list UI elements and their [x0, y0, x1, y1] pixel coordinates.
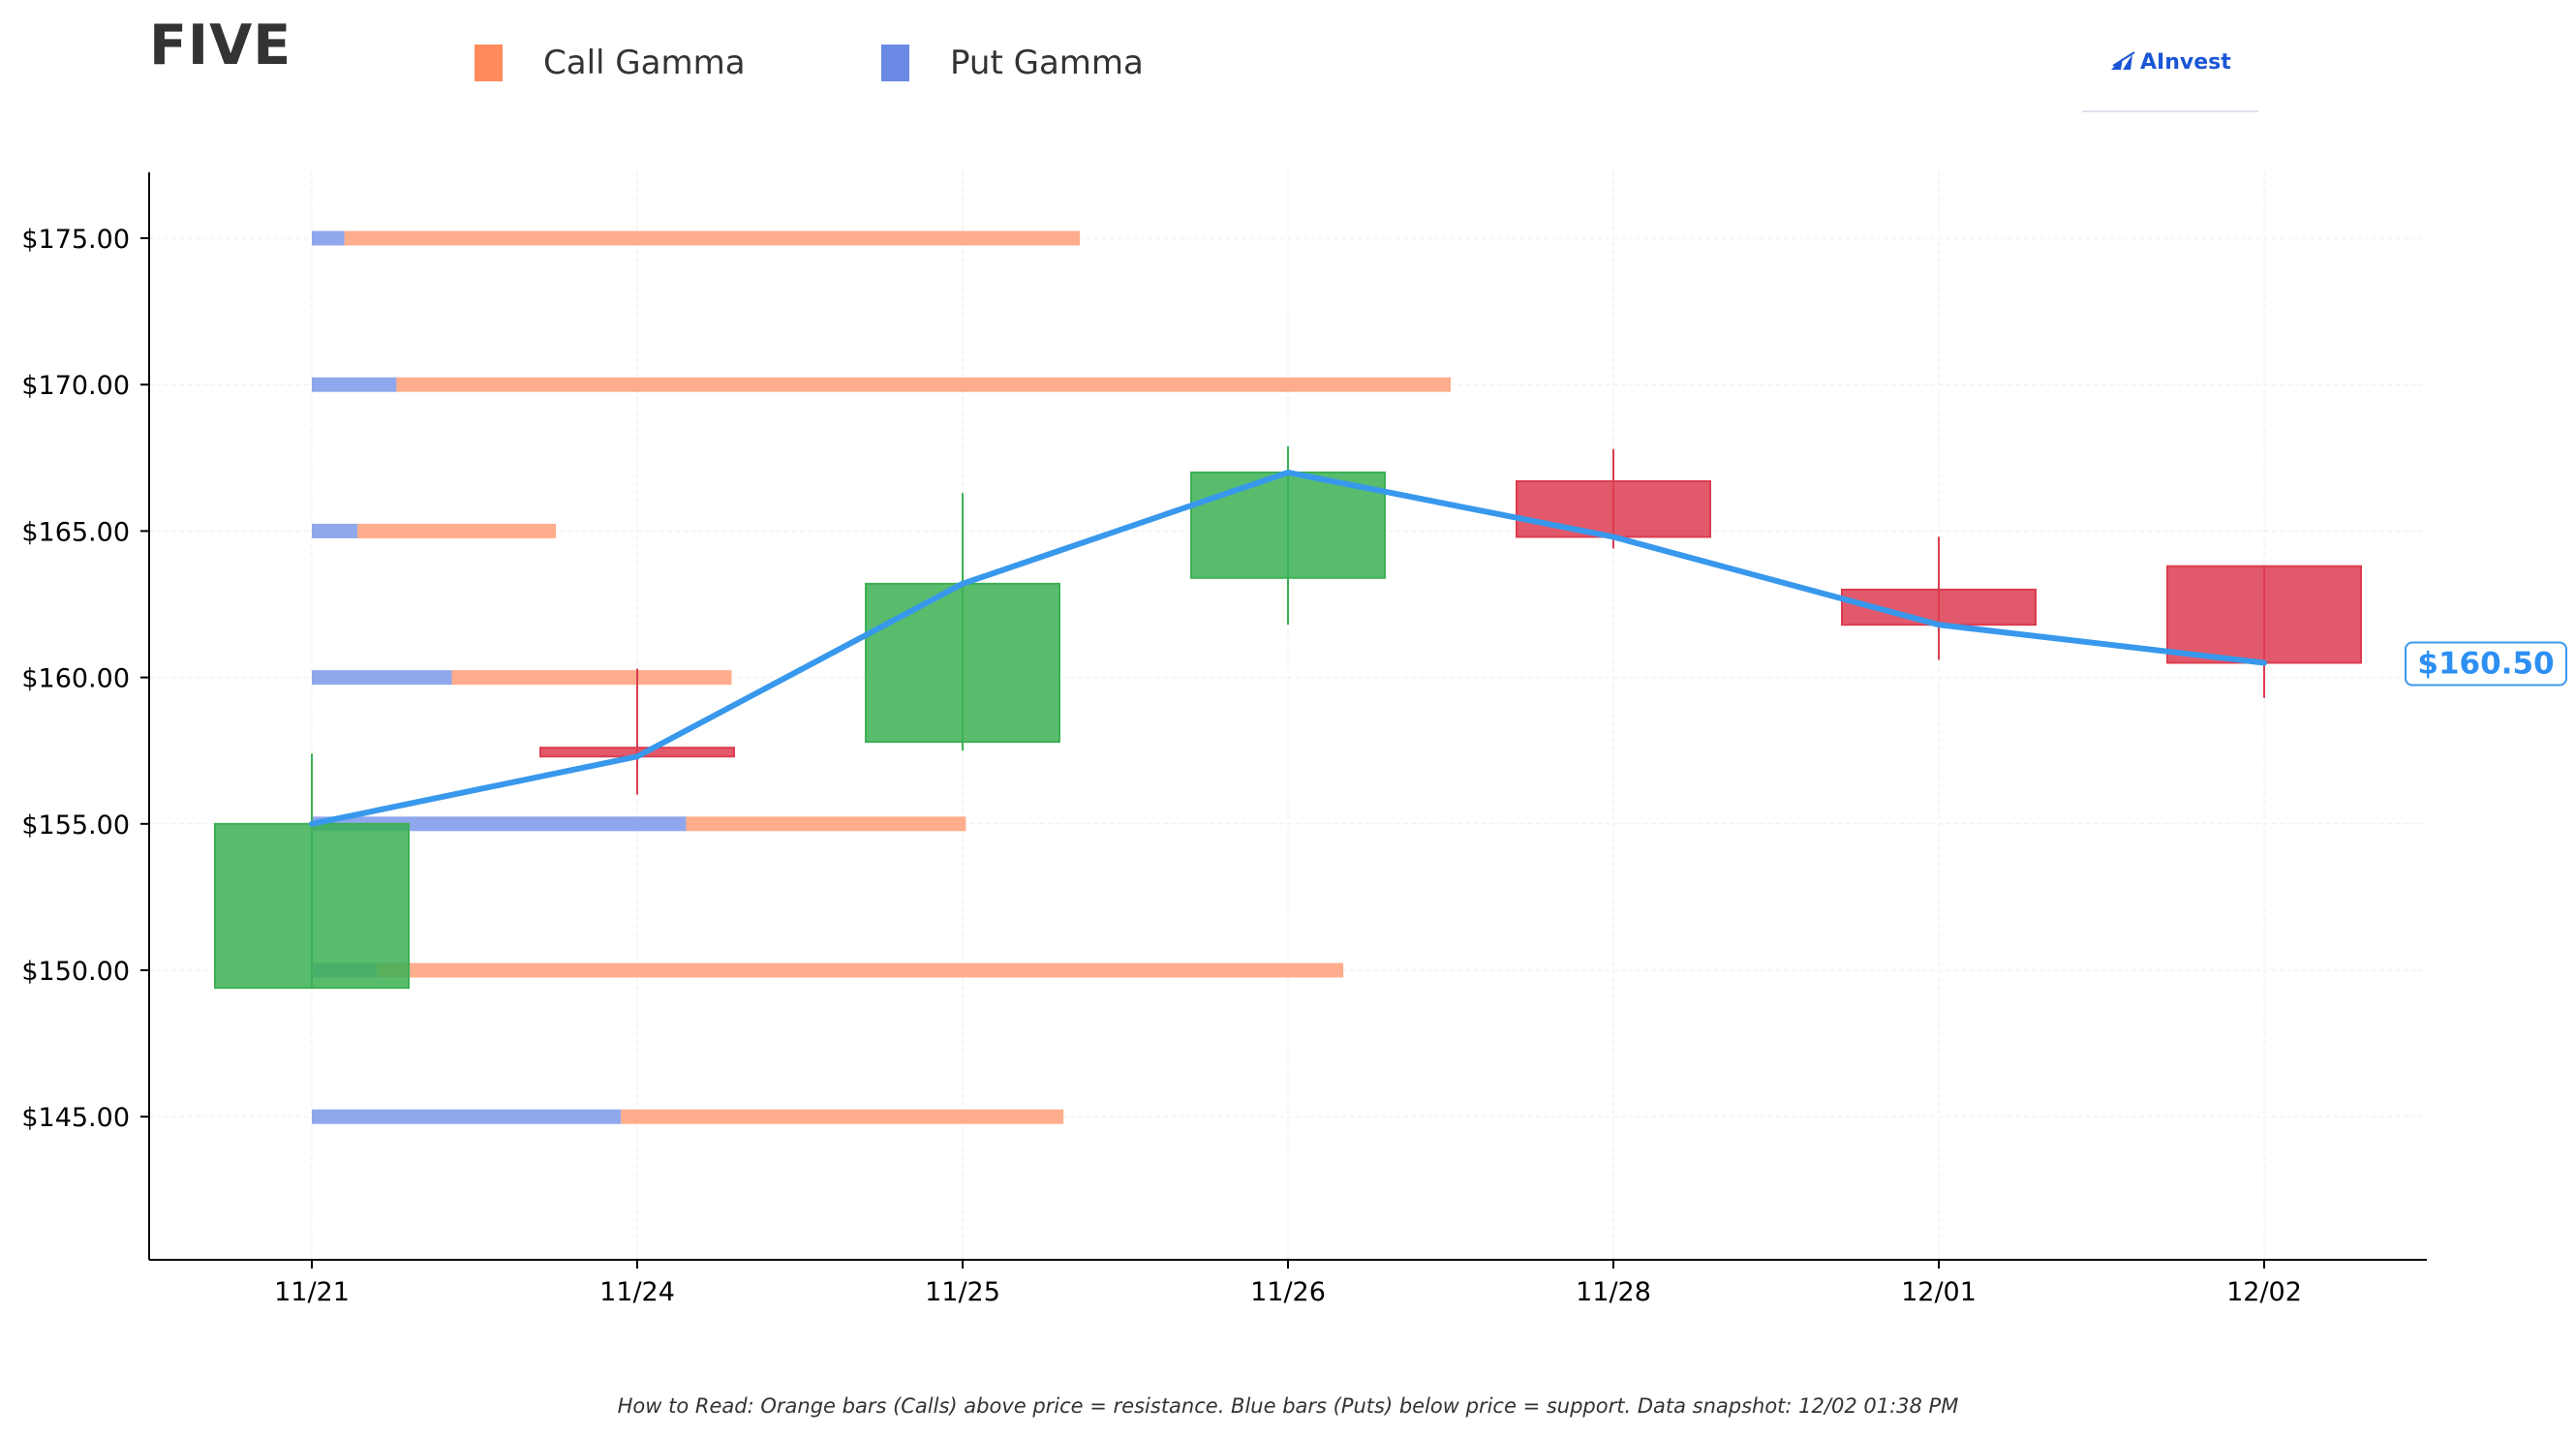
y-tick-label: $175.00: [21, 225, 130, 255]
call-gamma-bar: [396, 377, 1451, 392]
put-gamma-bar: [312, 670, 452, 686]
candle-body: [214, 822, 410, 990]
call-gamma-bar: [357, 523, 556, 538]
put-gamma-label: Put Gamma: [950, 44, 1144, 82]
x-tick-label: 11/24: [599, 1277, 675, 1307]
logo-divider: [2082, 110, 2258, 112]
put-gamma-swatch: [881, 45, 909, 81]
y-tick-label: $150.00: [21, 957, 130, 987]
y-tick-label: $170.00: [21, 371, 130, 401]
put-gamma-bar: [312, 377, 397, 392]
footnote: How to Read: Orange bars (Calls) above p…: [617, 1394, 1959, 1418]
call-gamma-bar: [377, 963, 1344, 978]
y-tick-label: $145.00: [21, 1103, 130, 1133]
legend-call-gamma: Call Gamma: [475, 39, 746, 87]
x-tick-label: 12/02: [2226, 1277, 2302, 1307]
put-gamma-bar: [312, 523, 358, 538]
candle-body: [865, 582, 1060, 744]
put-gamma-bar: [312, 1109, 622, 1124]
call-gamma-bar: [621, 1109, 1064, 1124]
ainvest-logo-icon: [2111, 51, 2135, 70]
candle-body: [1516, 479, 1711, 538]
put-gamma-bar: [312, 230, 345, 246]
call-gamma-swatch: [475, 45, 503, 81]
x-tick-label: 11/25: [925, 1277, 1000, 1307]
call-gamma-bar: [451, 670, 732, 686]
y-tick-label: $155.00: [21, 810, 130, 841]
candle-body: [1190, 471, 1386, 579]
x-tick-label: 11/21: [274, 1277, 350, 1307]
x-tick-label: 12/01: [1901, 1277, 1977, 1307]
call-gamma-bar: [344, 230, 1080, 246]
y-tick-label: $165.00: [21, 517, 130, 547]
last-price-label: $160.50: [2417, 646, 2554, 681]
ainvest-logo-text: AInvest: [2140, 50, 2231, 75]
ticker-title: FIVE: [149, 14, 292, 77]
legend-put-gamma: Put Gamma: [881, 39, 1144, 87]
x-tick-label: 11/26: [1250, 1277, 1326, 1307]
ainvest-logo: AInvest: [2082, 37, 2262, 114]
call-gamma-bar: [686, 816, 966, 832]
candle-body: [2166, 565, 2362, 664]
x-tick-label: 11/28: [1576, 1277, 1651, 1307]
y-tick-label: $160.00: [21, 664, 130, 694]
call-gamma-label: Call Gamma: [543, 44, 746, 82]
close-price-line: [309, 469, 2267, 827]
last-price-box: [2405, 641, 2567, 687]
